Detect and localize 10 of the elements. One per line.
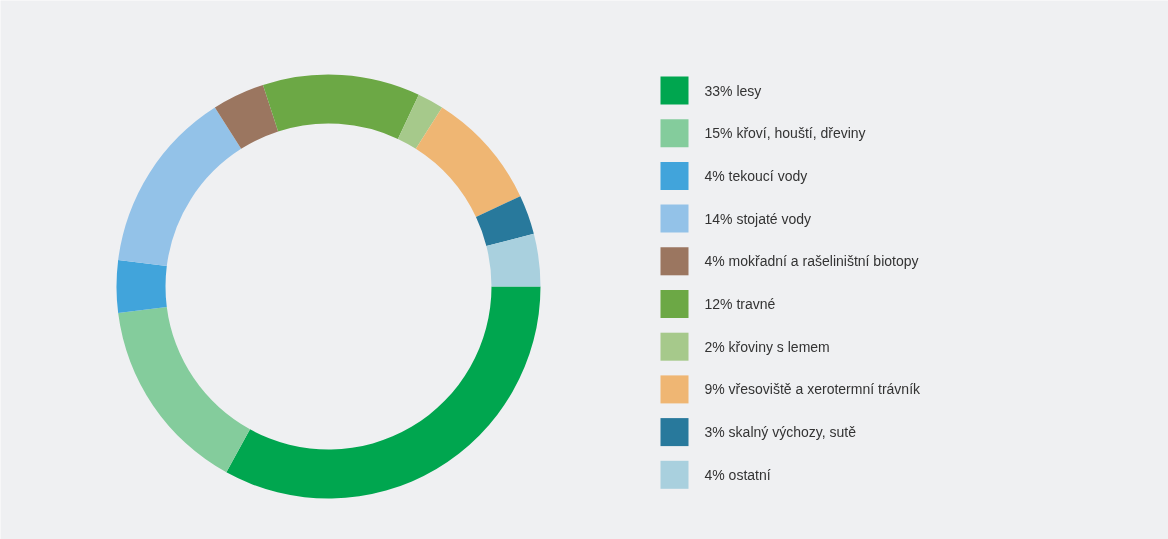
legend-label: 2% křoviny s lemem	[704, 338, 830, 355]
legend-label: 4% tekoucí vody	[704, 167, 808, 184]
legend-label: 3% skalný výchozy, sutě	[704, 424, 857, 441]
legend-label: 4% mokřadní a rašeliništní biotopy	[704, 253, 919, 270]
legend-label: 15% křoví, houští, dřeviny	[704, 125, 866, 142]
legend-label: 4% ostatní	[704, 466, 771, 483]
legend-label: 33% lesy	[704, 82, 762, 99]
legend-label: 12% travné	[704, 296, 776, 312]
legend-label: 9% vřesoviště a xerotermní trávník	[704, 381, 922, 398]
legend-label: 14% stojaté vody	[704, 210, 812, 227]
